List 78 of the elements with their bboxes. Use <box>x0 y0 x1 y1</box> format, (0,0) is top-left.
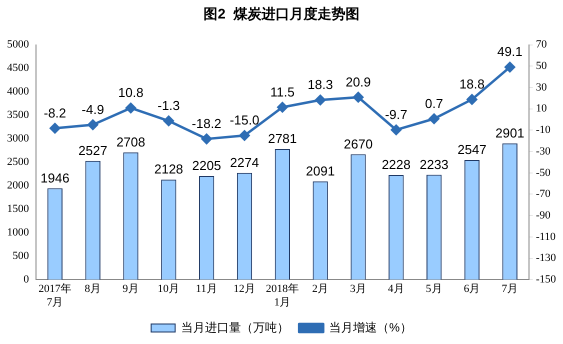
point <box>88 119 98 130</box>
x-tick-label: 5月 <box>426 283 442 296</box>
point <box>315 94 326 106</box>
y-tick-label: 3500 <box>7 109 30 122</box>
y2-tick-label: 30 <box>536 81 548 94</box>
y2-tick-label: -130 <box>536 252 556 264</box>
x-tick-label: 8月 <box>84 283 102 296</box>
x-tick-label: 9月 <box>122 283 140 296</box>
x-tick-label: 2月 <box>312 283 329 296</box>
data-label: -1.3 <box>157 98 180 113</box>
point <box>466 94 478 105</box>
data-label: 1946 <box>40 170 70 186</box>
data-label: 2228 <box>382 157 411 172</box>
x-tick-label: 12月 <box>234 283 256 296</box>
point <box>428 114 440 124</box>
data-label: -18.2 <box>192 116 222 132</box>
point <box>504 62 516 72</box>
y-tick-label: 0 <box>24 273 30 286</box>
y-tick-label: 4500 <box>7 62 30 74</box>
data-label: 18.8 <box>459 76 485 92</box>
point <box>239 130 250 141</box>
data-label: 10.8 <box>118 85 144 100</box>
data-label: 2091 <box>306 163 335 178</box>
x-tick-label: 4月 <box>388 283 404 296</box>
chart-title: 图2 煤炭进口月度走势图 <box>204 5 360 22</box>
data-label: 0.7 <box>425 96 444 111</box>
data-label: -4.9 <box>82 102 104 117</box>
data-label: -15.0 <box>230 112 260 128</box>
legend-label: 当月增速（%） <box>329 320 412 334</box>
y-tick-label: 5000 <box>7 38 30 51</box>
data-label: 20.9 <box>346 74 371 90</box>
data-label: -9.7 <box>384 106 408 122</box>
y2-tick-label: -150 <box>536 273 556 286</box>
point <box>352 92 364 102</box>
y2-tick-label: -70 <box>536 188 551 200</box>
y-tick-label: 4000 <box>7 86 30 98</box>
point <box>277 102 288 112</box>
y-tick-label: 3000 <box>7 132 30 145</box>
data-label: 11.5 <box>270 84 295 100</box>
point <box>163 116 174 126</box>
legend-label: 当月进口量（万吨） <box>181 320 290 334</box>
data-label: 2274 <box>230 154 259 170</box>
y2-tick-label: 50 <box>536 60 548 72</box>
point <box>126 102 136 114</box>
x-tick-label: 7月 <box>502 283 518 296</box>
x-tick-label: 3月 <box>350 283 366 296</box>
data-label: 2708 <box>116 134 146 150</box>
x-tick-label: 2018年 1月 <box>266 283 299 308</box>
data-label: 2670 <box>344 136 373 152</box>
point <box>50 123 60 134</box>
data-label: 49.1 <box>497 44 523 60</box>
y-tick-label: 1000 <box>7 226 30 239</box>
x-tick-label: 10月 <box>158 283 180 296</box>
y-tick-label: 500 <box>12 250 30 262</box>
data-label: -8.2 <box>44 105 66 120</box>
y2-tick-label: -10 <box>536 124 551 136</box>
data-label: 2205 <box>192 158 222 174</box>
y-tick-label: 2500 <box>7 156 30 168</box>
data-label: 2233 <box>420 156 449 172</box>
point <box>390 124 402 136</box>
data-label: 18.3 <box>308 77 333 92</box>
y2-tick-label: 10 <box>536 102 548 115</box>
y2-tick-label: -90 <box>536 209 551 222</box>
y2-tick-label: 70 <box>536 38 548 51</box>
x-tick-label: 11月 <box>196 283 218 296</box>
data-label: 2128 <box>154 162 184 177</box>
data-label: 2901 <box>495 125 524 140</box>
data-label: 2781 <box>268 131 297 146</box>
data-label: 2527 <box>78 143 108 158</box>
data-label: 2547 <box>458 142 486 158</box>
y-tick-label: 2000 <box>7 180 30 192</box>
x-tick-label: 6月 <box>464 283 480 296</box>
y2-tick-label: -30 <box>536 145 551 158</box>
x-tick-label: 2017年 7月 <box>38 283 72 308</box>
y-tick-label: 1500 <box>7 203 30 216</box>
y2-tick-label: -50 <box>536 166 551 179</box>
y2-tick-label: -110 <box>536 230 556 243</box>
point <box>201 134 212 144</box>
